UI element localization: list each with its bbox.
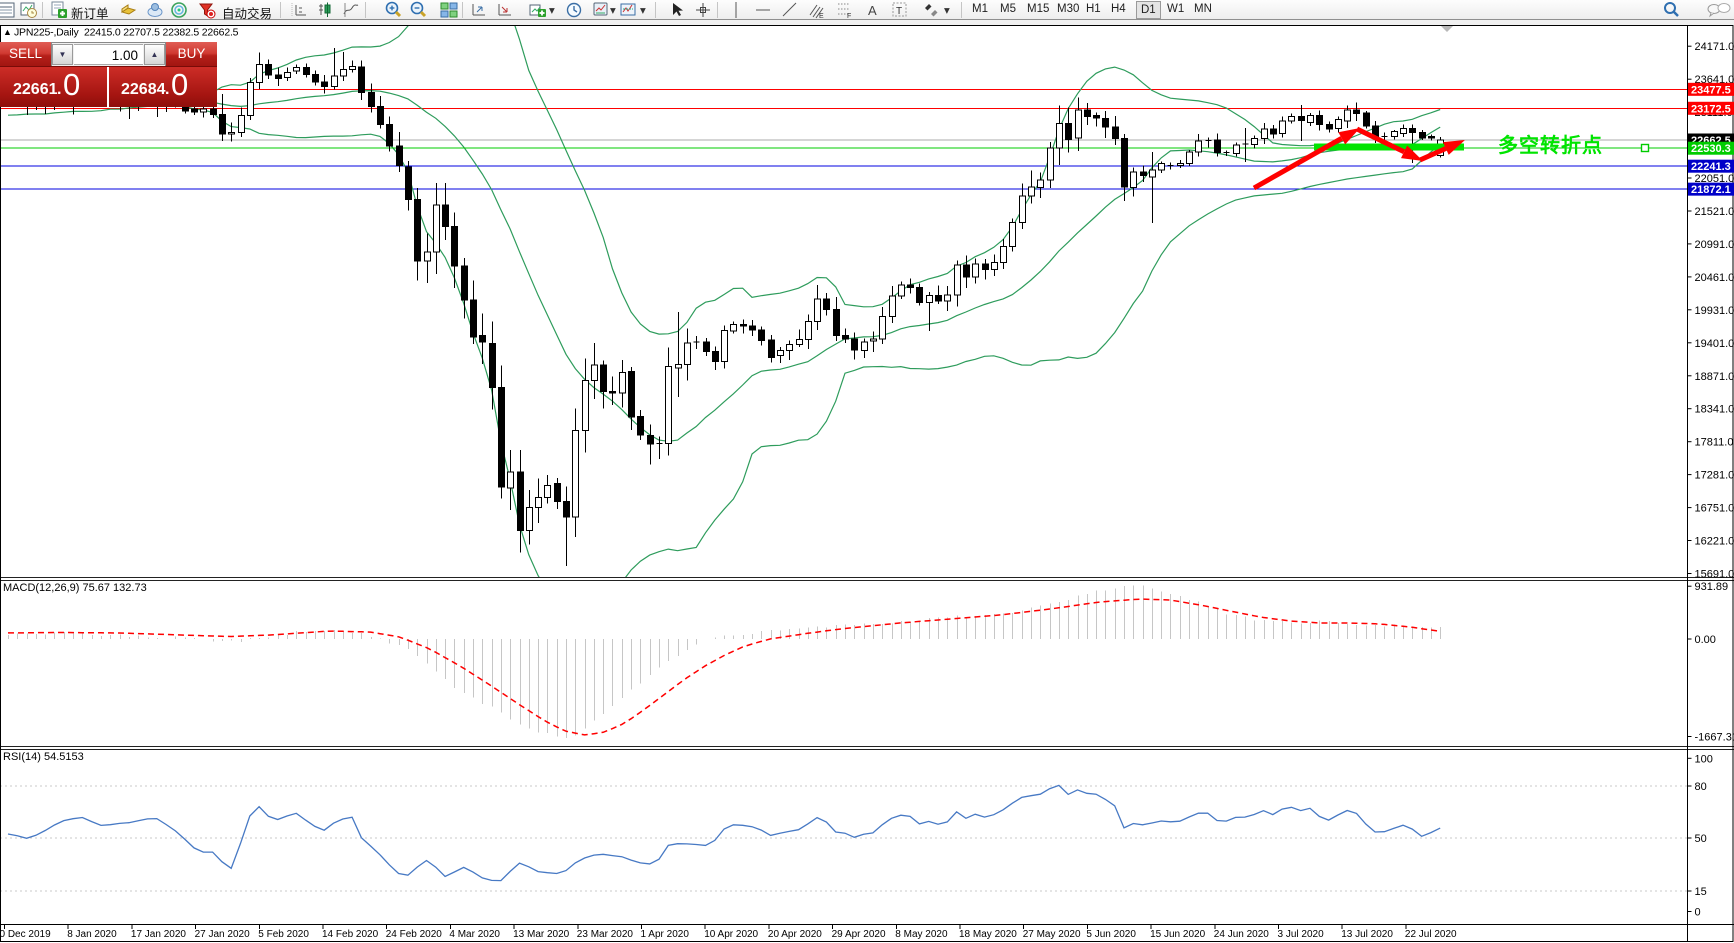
svg-text:1 Apr 2020: 1 Apr 2020 [641,929,690,940]
svg-text:21521.0: 21521.0 [1695,206,1734,218]
svg-text:22241.3: 22241.3 [1691,161,1731,173]
svg-text:18 May 2020: 18 May 2020 [959,929,1017,940]
svg-text:14 Feb 2020: 14 Feb 2020 [322,929,379,940]
svg-text:22 Jul 2020: 22 Jul 2020 [1405,929,1457,940]
svg-text:15: 15 [1695,886,1707,898]
svg-text:0 Dec 2019: 0 Dec 2019 [0,929,51,940]
svg-text:JPN225-,Daily 22415.0 22707.5: JPN225-,Daily 22415.0 22707.5 22382.5 22… [14,27,239,39]
svg-text:16221.0: 16221.0 [1695,536,1734,548]
svg-text:100: 100 [1695,753,1713,765]
svg-text:50: 50 [1695,833,1707,845]
svg-text:24 Feb 2020: 24 Feb 2020 [386,929,443,940]
svg-text:22051.0: 22051.0 [1695,173,1734,185]
svg-text:▲: ▲ [3,27,12,37]
svg-text:20 Apr 2020: 20 Apr 2020 [768,929,822,940]
svg-text:10 Apr 2020: 10 Apr 2020 [704,929,758,940]
svg-text:15691.0: 15691.0 [1695,568,1734,580]
svg-text:80: 80 [1695,781,1707,793]
svg-text:5 Feb 2020: 5 Feb 2020 [258,929,309,940]
svg-text:3 Jul 2020: 3 Jul 2020 [1278,929,1325,940]
svg-text:23172.5: 23172.5 [1691,103,1731,115]
svg-text:17811.0: 17811.0 [1695,437,1734,449]
svg-text:-1667.31: -1667.31 [1695,732,1734,744]
svg-text:23 Mar 2020: 23 Mar 2020 [577,929,634,940]
svg-text:0: 0 [1695,907,1701,919]
svg-text:5 Jun 2020: 5 Jun 2020 [1086,929,1136,940]
svg-text:17 Jan 2020: 17 Jan 2020 [131,929,186,940]
svg-text:17281.0: 17281.0 [1695,470,1734,482]
svg-text:18871.0: 18871.0 [1695,371,1734,383]
svg-text:RSI(14) 54.5153: RSI(14) 54.5153 [3,751,84,763]
svg-text:19401.0: 19401.0 [1695,338,1734,350]
svg-text:21872.1: 21872.1 [1691,184,1731,196]
svg-text:13 Jul 2020: 13 Jul 2020 [1341,929,1393,940]
svg-text:E: E [819,13,824,19]
svg-text:13 Mar 2020: 13 Mar 2020 [513,929,570,940]
svg-text:29 Apr 2020: 29 Apr 2020 [832,929,886,940]
svg-text:22530.3: 22530.3 [1691,143,1731,155]
svg-text:8 Jan 2020: 8 Jan 2020 [67,929,117,940]
svg-text:23477.5: 23477.5 [1691,84,1731,96]
svg-text:8 May 2020: 8 May 2020 [895,929,948,940]
svg-text:24171.0: 24171.0 [1695,41,1734,53]
svg-text:15 Jun 2020: 15 Jun 2020 [1150,929,1205,940]
svg-text:20461.0: 20461.0 [1695,272,1734,284]
svg-text:24 Jun 2020: 24 Jun 2020 [1214,929,1269,940]
svg-text:16751.0: 16751.0 [1695,503,1734,515]
svg-text:27 May 2020: 27 May 2020 [1023,929,1081,940]
svg-text:4 Mar 2020: 4 Mar 2020 [449,929,500,940]
svg-text:0.00: 0.00 [1695,634,1716,646]
svg-text:931.89: 931.89 [1695,581,1729,593]
svg-text:18341.0: 18341.0 [1695,404,1734,416]
svg-text:T: T [896,6,902,17]
svg-text:19931.0: 19931.0 [1695,305,1734,317]
svg-text:F: F [847,13,851,19]
svg-text:27 Jan 2020: 27 Jan 2020 [195,929,250,940]
svg-text:20991.0: 20991.0 [1695,239,1734,251]
svg-text:MACD(12,26,9) 75.67 132.73: MACD(12,26,9) 75.67 132.73 [3,582,147,594]
